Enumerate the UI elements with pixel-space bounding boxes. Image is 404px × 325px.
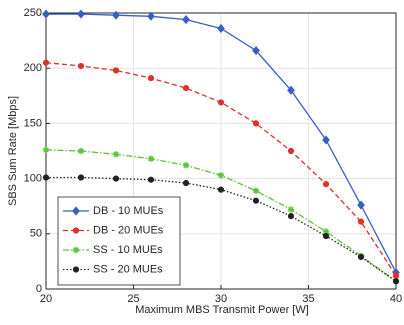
- marker: [392, 278, 400, 285]
- marker: [42, 9, 50, 19]
- marker: [322, 181, 330, 188]
- y-tick-label: 250: [24, 7, 42, 19]
- y-tick-label: 50: [30, 228, 42, 240]
- marker: [252, 45, 260, 56]
- marker: [287, 85, 295, 95]
- y-tick-label: 150: [24, 117, 42, 129]
- marker: [182, 162, 190, 169]
- marker: [72, 266, 80, 273]
- x-tick-label: 30: [215, 293, 227, 305]
- y-tick-label: 200: [24, 62, 42, 74]
- marker: [72, 227, 80, 234]
- marker: [42, 59, 50, 66]
- marker: [182, 15, 190, 25]
- marker: [147, 11, 155, 21]
- marker: [112, 67, 120, 74]
- marker: [77, 62, 85, 70]
- y-tick-label: 100: [24, 173, 42, 185]
- legend-label: SS - 10 MUEs: [93, 244, 163, 256]
- marker: [357, 218, 365, 225]
- marker: [252, 197, 260, 204]
- x-tick-label: 25: [127, 293, 139, 305]
- marker: [217, 172, 225, 179]
- marker: [322, 135, 330, 145]
- marker: [112, 175, 120, 182]
- marker: [392, 272, 400, 279]
- marker: [42, 174, 50, 181]
- marker: [322, 232, 330, 240]
- marker: [217, 186, 225, 193]
- marker: [147, 176, 155, 183]
- marker: [182, 179, 190, 187]
- legend-label: DB - 10 MUEs: [93, 205, 164, 217]
- marker: [217, 99, 225, 106]
- x-axis-label: Maximum MBS Transmit Power [W]: [135, 304, 309, 316]
- marker: [322, 228, 330, 235]
- marker: [42, 146, 50, 154]
- marker: [252, 187, 260, 194]
- marker: [217, 23, 225, 34]
- marker: [287, 147, 295, 155]
- legend-label: DB - 20 MUEs: [93, 224, 164, 236]
- marker: [72, 246, 80, 254]
- legend: DB - 10 MUEs DB - 20 MUEs SS - 10 MUEs SS -…: [57, 196, 181, 286]
- marker: [287, 206, 295, 213]
- marker: [112, 151, 120, 158]
- marker: [112, 10, 120, 20]
- x-tick-label: 35: [302, 293, 314, 305]
- y-tick-label: 0: [36, 283, 42, 295]
- marker: [252, 120, 260, 127]
- legend-label: SS - 20 MUEs: [93, 263, 163, 275]
- marker: [147, 75, 155, 82]
- x-tick-label: 20: [40, 293, 52, 305]
- marker: [72, 206, 80, 216]
- marker: [357, 200, 365, 210]
- marker: [287, 213, 295, 220]
- marker: [77, 174, 85, 181]
- marker: [357, 253, 365, 261]
- x-tick-label: 40: [390, 293, 402, 305]
- marker: [147, 155, 155, 162]
- marker: [182, 84, 190, 92]
- y-axis-label: SBS Sum Rate [Mbps]: [7, 96, 19, 206]
- marker: [77, 147, 85, 155]
- marker: [77, 9, 85, 19]
